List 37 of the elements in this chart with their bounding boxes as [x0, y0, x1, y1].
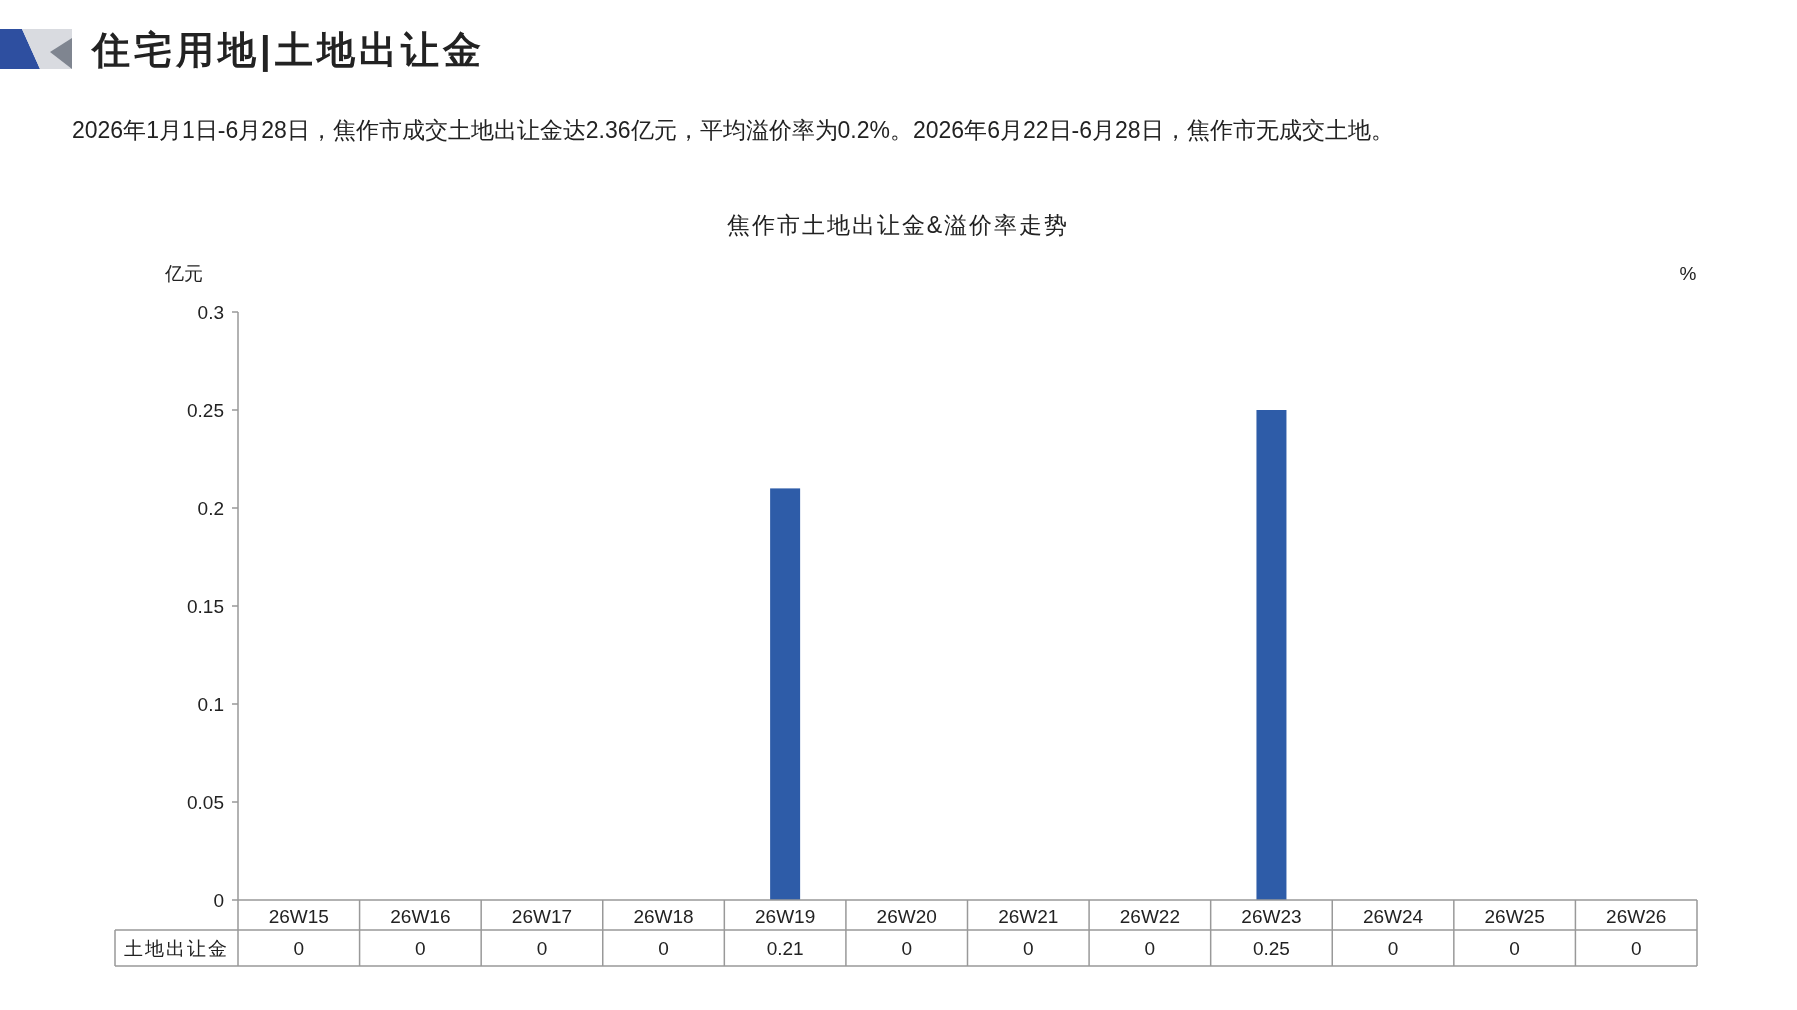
- data-label: 0: [1387, 937, 1399, 959]
- data-label: 0: [536, 937, 548, 959]
- data-label: 0: [1023, 937, 1034, 959]
- chart-title: 焦作市土地出让金&溢价率走势: [726, 212, 1070, 238]
- y-tick-label: 0.05: [187, 791, 224, 813]
- data-label: 0: [1509, 937, 1520, 959]
- y-tick-label: 0.3: [197, 301, 224, 323]
- data-label: 0: [658, 937, 669, 959]
- text: 住宅用地|土地出让金: [90, 29, 485, 72]
- x-tick-label: 26W19: [755, 905, 816, 927]
- data-label: 0: [901, 937, 912, 959]
- data-label: 0.25: [1252, 937, 1290, 959]
- x-tick-label: 26W24: [1362, 905, 1424, 927]
- data-label: 0: [1144, 937, 1156, 959]
- y-tick-label: 0.25: [187, 399, 224, 421]
- data-label: 0: [293, 937, 305, 959]
- y-tick-label: 0.15: [187, 595, 224, 617]
- x-tick-label: 26W21: [998, 905, 1059, 927]
- y-tick-label: 0: [213, 889, 224, 911]
- x-tick-label: 26W22: [1119, 905, 1180, 927]
- data-label: 0: [1630, 937, 1642, 959]
- x-tick-label: 26W20: [876, 905, 937, 927]
- text: 2026年1月1日-6月28日，焦作市成交土地出让金达2.36亿元，平均溢价率为0.2%。2026年6月22日-6月28日，焦作市无成交土地。: [72, 117, 1394, 143]
- x-tick-label: 26W26: [1606, 905, 1667, 927]
- text: 土地出让金: [124, 937, 229, 959]
- x-tick-label: 26W17: [511, 905, 573, 927]
- y-axis-title: 亿元: [164, 262, 203, 284]
- x-tick-label: 26W25: [1484, 905, 1545, 927]
- x-tick-label: 26W18: [633, 905, 694, 927]
- y-tick-label: 0.1: [197, 693, 224, 715]
- y-tick-label: 0.2: [197, 497, 224, 519]
- x-tick-label: 26W16: [390, 905, 451, 927]
- x-tick-label: 26W15: [268, 905, 329, 927]
- y2-axis-title: %: [1679, 262, 1697, 284]
- data-label: 0.21: [766, 937, 804, 959]
- data-label: 0: [415, 937, 426, 959]
- x-tick-label: 26W23: [1241, 905, 1302, 927]
